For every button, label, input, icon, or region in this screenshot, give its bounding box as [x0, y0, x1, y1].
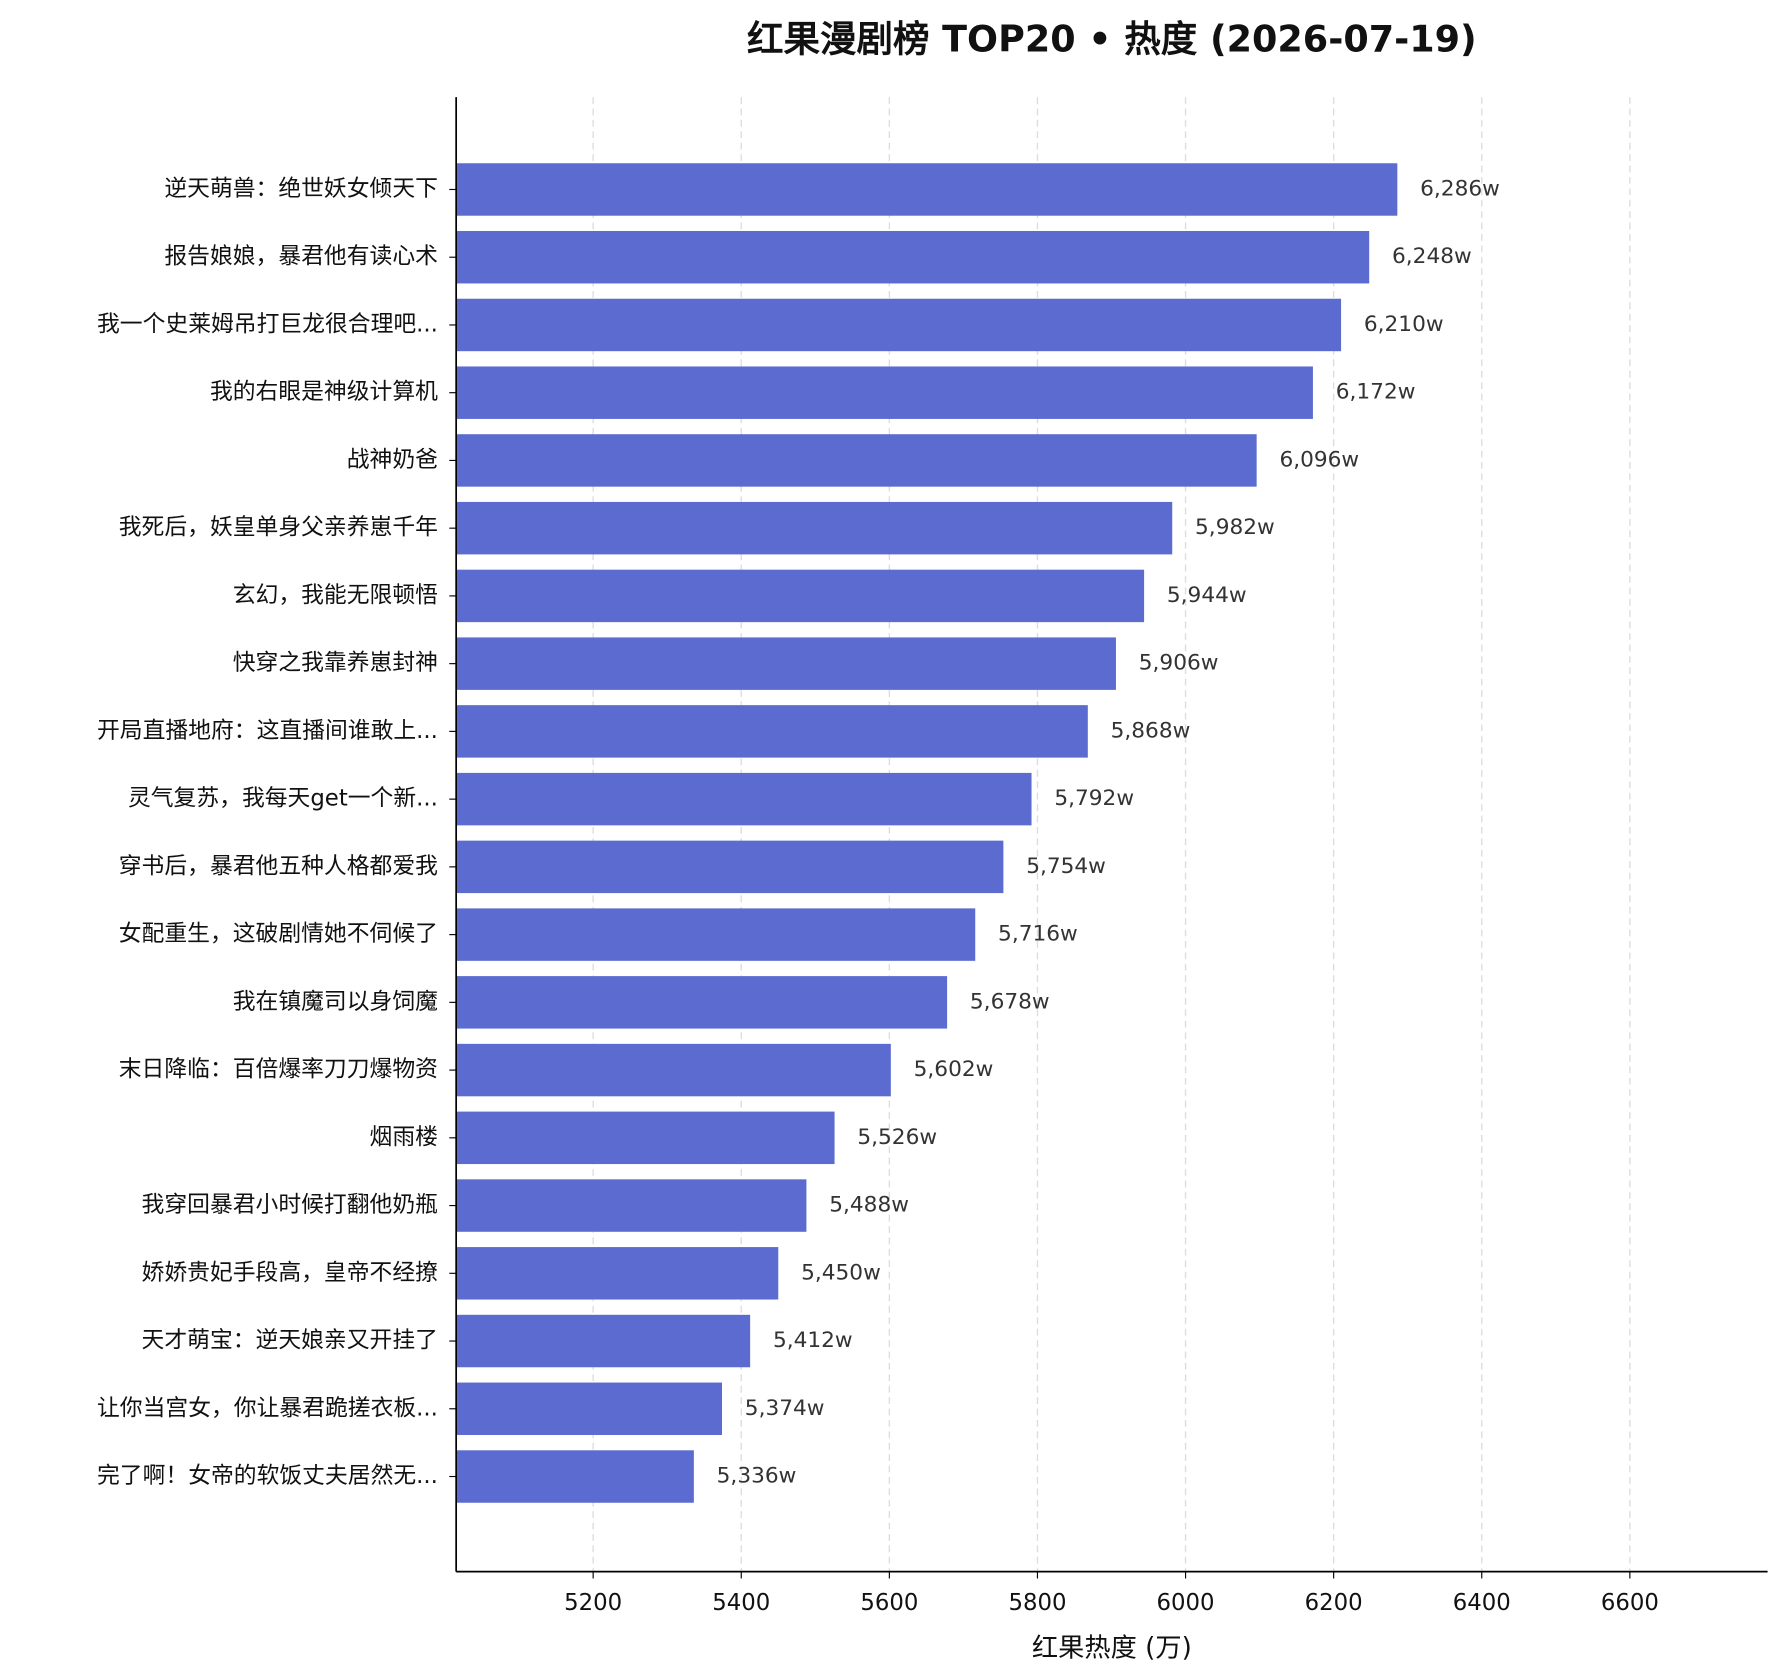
bar — [456, 705, 1088, 758]
x-tick-label: 5400 — [712, 1590, 770, 1616]
y-tick-label: 战神奶爸 — [347, 447, 438, 473]
data-label: 5,944w — [1167, 583, 1247, 608]
data-label: 5,716w — [998, 922, 1078, 947]
y-tick-label: 我的右眼是神级计算机 — [210, 379, 438, 405]
data-label: 6,286w — [1420, 176, 1500, 201]
y-tick-label: 开局直播地府：这直播间谁敢上... — [97, 718, 438, 744]
bar — [456, 1450, 694, 1503]
y-tick-label: 完了啊！女帝的软饭丈夫居然无... — [97, 1463, 438, 1489]
data-label: 5,336w — [717, 1464, 797, 1489]
x-tick-label: 5800 — [1008, 1590, 1066, 1616]
bar — [456, 230, 1370, 284]
data-label: 6,096w — [1279, 447, 1359, 472]
x-tick-label: 6400 — [1453, 1590, 1511, 1616]
x-tick-label: 6200 — [1305, 1590, 1363, 1616]
data-label: 5,412w — [773, 1328, 853, 1353]
y-tick-label: 玄幻，我能无限顿悟 — [233, 582, 438, 608]
bar — [456, 366, 1313, 419]
y-tick-label: 穿书后，暴君他五种人格都爱我 — [119, 853, 438, 879]
bar — [456, 637, 1116, 690]
x-tick-label: 6600 — [1601, 1590, 1659, 1616]
bar — [456, 163, 1398, 216]
bar — [456, 772, 1032, 826]
bar — [456, 1043, 891, 1097]
y-tick-label: 灵气复苏，我每天get一个新... — [128, 786, 438, 812]
data-label: 5,374w — [745, 1396, 825, 1421]
y-tick-label: 末日降临：百倍爆率刀刀爆物资 — [119, 1057, 438, 1083]
bar — [456, 434, 1257, 487]
y-tick-label: 我穿回暴君小时候打翻他奶瓶 — [142, 1192, 438, 1218]
bar — [456, 840, 1004, 894]
y-tick-label: 娇娇贵妃手段高，皇帝不经撩 — [142, 1260, 439, 1286]
data-label: 5,450w — [801, 1260, 881, 1285]
y-tick-label: 逆天萌兽：绝世妖女倾天下 — [164, 176, 438, 202]
bar — [456, 1314, 751, 1368]
data-label: 5,526w — [857, 1125, 937, 1150]
bar — [456, 1179, 807, 1232]
y-tick-label: 天才萌宝：逆天娘亲又开挂了 — [142, 1328, 438, 1354]
y-tick-label: 让你当宫女，你让暴君跪搓衣板... — [97, 1395, 438, 1421]
bar — [456, 976, 948, 1029]
data-label: 5,488w — [829, 1193, 909, 1218]
data-label: 5,602w — [914, 1057, 994, 1082]
bar — [456, 1247, 779, 1300]
x-tick-label: 5200 — [564, 1590, 622, 1616]
bar — [456, 569, 1145, 623]
data-label: 5,792w — [1054, 786, 1134, 811]
data-label: 5,982w — [1195, 515, 1275, 540]
y-tick-label: 我一个史莱姆吊打巨龙很合理吧... — [97, 311, 438, 337]
data-label: 5,678w — [970, 989, 1050, 1014]
x-tick-label: 6000 — [1157, 1590, 1215, 1616]
x-tick-label: 5600 — [860, 1590, 918, 1616]
bar — [456, 908, 976, 961]
y-tick-label: 我在镇魔司以身饲魔 — [233, 989, 438, 1015]
chart-title: 红果漫剧榜 TOP20 • 热度 (2026-07-19) — [747, 18, 1477, 61]
y-tick-label: 报告娘娘，暴君他有读心术 — [164, 244, 438, 270]
y-tick-label: 我死后，妖皇单身父亲养崽千年 — [119, 515, 438, 541]
x-axis-label: 红果热度 (万) — [1032, 1634, 1192, 1664]
y-tick-label: 快穿之我靠养崽封神 — [233, 650, 438, 676]
y-tick-label: 烟雨楼 — [370, 1124, 438, 1150]
data-label: 6,210w — [1364, 312, 1444, 337]
data-label: 5,906w — [1139, 651, 1219, 676]
bar — [456, 501, 1173, 555]
data-label: 5,754w — [1026, 854, 1106, 879]
data-label: 5,868w — [1111, 718, 1191, 743]
bar — [456, 1111, 835, 1165]
y-tick-label: 女配重生，这破剧情她不伺候了 — [119, 921, 438, 947]
bar — [456, 298, 1342, 352]
bar — [456, 1382, 722, 1436]
data-label: 6,248w — [1392, 244, 1472, 269]
data-label: 6,172w — [1336, 380, 1416, 405]
